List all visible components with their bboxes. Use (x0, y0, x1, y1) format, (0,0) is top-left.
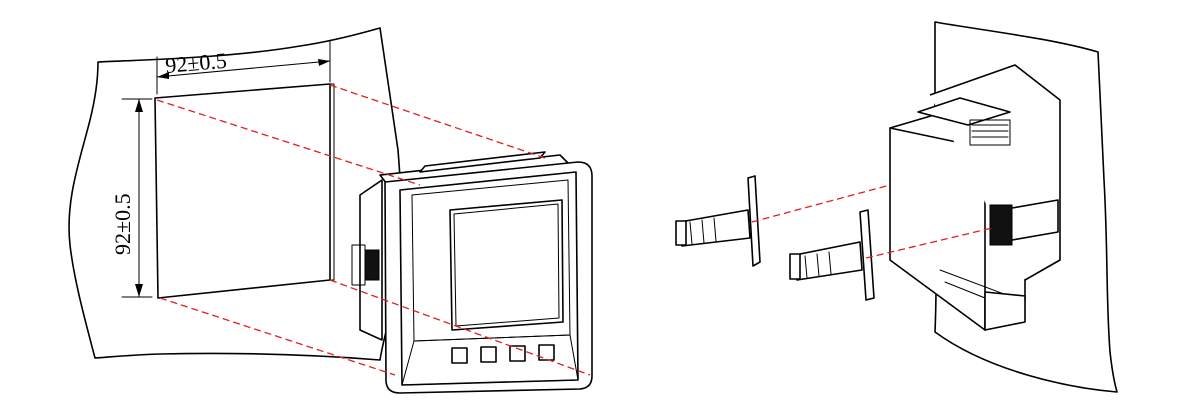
panel-cutout-view: 92±0.5 92±0.5 (68, 27, 403, 361)
guide-line (159, 297, 396, 376)
width-dimension: 92±0.5 (156, 40, 331, 95)
meter-button-1 (451, 347, 468, 364)
side-clip-slot (364, 249, 380, 281)
guide-line (156, 99, 421, 186)
height-dimension: 92±0.5 (110, 98, 153, 298)
power-meter-front (351, 151, 593, 394)
mounting-clip-2 (789, 209, 875, 301)
meter-button-2 (480, 346, 497, 363)
mounting-clip-1 (675, 175, 761, 267)
guide-line (751, 184, 891, 223)
guide-line (329, 279, 591, 376)
guide-line (329, 84, 546, 159)
alignment-guides-right (751, 184, 993, 259)
rear-clip-slot (989, 204, 1013, 246)
alignment-guides-left (156, 84, 591, 376)
lcd-screen (449, 199, 564, 331)
height-dimension-label: 92±0.5 (110, 193, 135, 255)
width-dimension-label: 92±0.5 (164, 48, 228, 78)
meter-button-4 (538, 344, 555, 361)
terminal-block-top (917, 97, 1011, 126)
panel-cutout-opening (154, 83, 331, 299)
rear-mount-view (889, 21, 1118, 393)
